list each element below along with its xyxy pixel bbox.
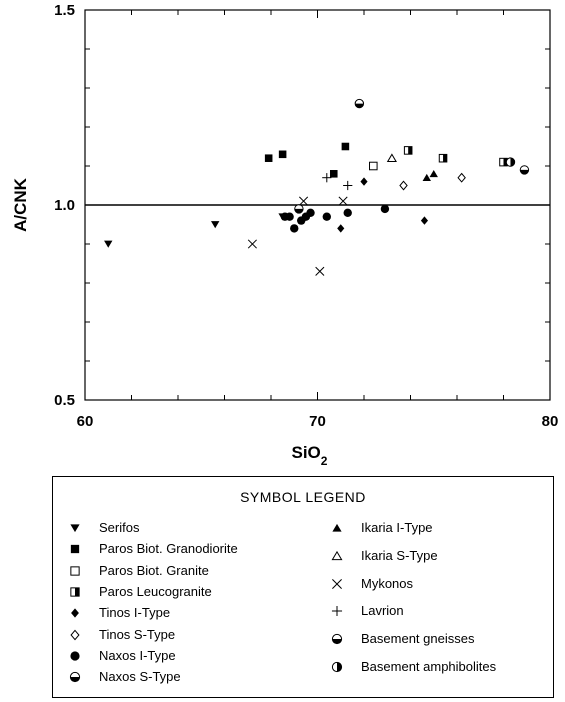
- legend-item: Mykonos: [327, 575, 565, 593]
- data-point: [403, 146, 413, 155]
- legend-item: Ikaria S-Type: [327, 547, 565, 565]
- data-point: [343, 208, 352, 217]
- legend-label: Lavrion: [361, 603, 404, 619]
- legend-item: Basement amphibolites: [327, 658, 565, 676]
- legend-label: Paros Biot. Granite: [99, 562, 209, 578]
- legend-label: Mykonos: [361, 575, 414, 591]
- legend-item: Paros Leucogranite: [65, 583, 305, 601]
- legend-item: Lavrion: [327, 602, 565, 620]
- data-point: [211, 221, 220, 229]
- data-point: [438, 153, 448, 163]
- legend-label: Ikaria S-Type: [361, 547, 438, 563]
- legend-label: Paros Leucogranite: [99, 583, 212, 599]
- legend-label: Ikaria I-Type: [361, 520, 433, 535]
- data-point: [247, 239, 257, 249]
- data-point: [422, 173, 431, 182]
- y-tick-label: 1.0: [54, 197, 75, 214]
- legend-label: Paros Biot. Granodiorite: [99, 541, 238, 557]
- y-axis-title: A/CNK: [11, 177, 30, 232]
- data-points: [104, 98, 530, 276]
- legend-label: Naxos S-Type: [99, 669, 181, 685]
- data-point: [264, 154, 273, 162]
- legend-marker: [69, 671, 81, 683]
- data-point: [420, 216, 429, 225]
- legend-title: SYMBOL LEGEND: [240, 489, 366, 505]
- legend-item: Tinos S-Type: [65, 626, 305, 644]
- data-point: [399, 180, 408, 191]
- x-tick-label: 70: [309, 413, 326, 430]
- y-tick-label: 1.5: [54, 2, 75, 19]
- data-point: [294, 204, 304, 214]
- data-point: [429, 170, 438, 178]
- data-point: [329, 170, 338, 178]
- legend-marker: [71, 608, 79, 618]
- legend-marker: [70, 524, 80, 533]
- data-point: [338, 196, 348, 206]
- legend-item: Paros Biot. Granodiorite: [65, 540, 305, 558]
- legend-item: Tinos I-Type: [65, 604, 305, 622]
- legend-marker: [331, 550, 343, 560]
- y-tick-label: 0.5: [54, 392, 75, 409]
- data-point: [278, 150, 287, 159]
- data-point: [386, 153, 397, 163]
- legend-marker: [70, 629, 80, 640]
- data-point: [380, 204, 390, 214]
- legend-marker: [331, 606, 343, 617]
- legend-item: Serifos: [65, 519, 305, 537]
- data-point: [519, 165, 530, 175]
- legend-marker: [332, 523, 342, 532]
- tick-labels: 60 70 80 0.5 1.0 1.5: [54, 2, 558, 430]
- legend-label: Tinos I-Type: [99, 605, 171, 621]
- axis-ticks: [84, 9, 551, 401]
- legend-label: Naxos I-Type: [99, 647, 176, 663]
- legend-marker: [331, 661, 343, 673]
- plot-area: [84, 9, 551, 401]
- legend-item: Ikaria I-Type: [327, 519, 565, 537]
- legend-label: Tinos S-Type: [99, 626, 176, 642]
- data-point: [104, 240, 113, 248]
- legend-marker: [70, 565, 80, 576]
- legend-item: Naxos S-Type: [65, 668, 305, 686]
- data-point: [337, 224, 345, 233]
- data-point: [322, 212, 331, 221]
- legend-item: Basement gneisses: [327, 630, 565, 648]
- legend-label: Basement amphibolites: [361, 659, 497, 674]
- data-point: [298, 196, 309, 206]
- data-point: [315, 266, 325, 276]
- data-point: [360, 177, 368, 186]
- data-point: [505, 157, 516, 167]
- legend-marker: [70, 587, 80, 597]
- legend-label: Serifos: [99, 520, 140, 535]
- legend-marker: [70, 545, 80, 554]
- x-tick-label: 80: [542, 413, 559, 430]
- data-point: [369, 161, 378, 171]
- legend-marker: [70, 651, 80, 661]
- scatter-chart: 60 70 80 0.5 1.0 1.5 A/CNK SiO2: [11, 2, 558, 468]
- legend-marker: [332, 578, 342, 589]
- data-point: [341, 142, 350, 151]
- data-point: [457, 172, 466, 183]
- data-point: [322, 173, 332, 183]
- data-point: [354, 98, 365, 109]
- legend-item: Naxos I-Type: [65, 647, 305, 665]
- data-point: [306, 208, 315, 217]
- x-tick-label: 60: [77, 413, 94, 430]
- legend-label: Basement gneisses: [361, 631, 475, 647]
- data-point: [343, 180, 353, 191]
- legend: SYMBOL LEGEND Serifos Paros Biot. Granodi…: [52, 476, 554, 698]
- data-point: [290, 224, 299, 233]
- legend-marker: [331, 634, 343, 645]
- x-axis-title: SiO2: [292, 443, 328, 468]
- data-point: [285, 212, 294, 221]
- legend-item: Paros Biot. Granite: [65, 562, 305, 580]
